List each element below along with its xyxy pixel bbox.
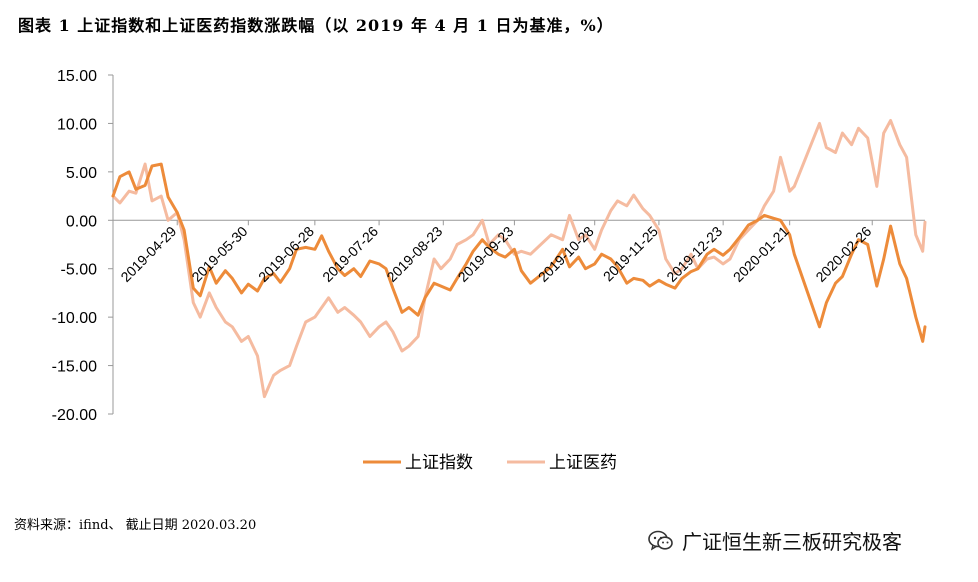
series-line-shanghai-composite bbox=[111, 162, 927, 343]
y-tick-label: 10.00 bbox=[57, 116, 97, 133]
y-tick-label: 15.00 bbox=[57, 68, 97, 85]
legend-label: 上证医药 bbox=[549, 453, 617, 473]
y-tick-label: -20.00 bbox=[52, 407, 97, 424]
series-lines bbox=[111, 119, 927, 399]
chart-title: 图表 1 上证指数和上证医药指数涨跌幅（以 2019 年 4 月 1 日为基准，… bbox=[18, 16, 614, 35]
source-note: 资料来源：ifind、 截止日期 2020.03.20 bbox=[14, 518, 257, 533]
wechat-icon bbox=[648, 529, 674, 553]
y-tick-label: 5.00 bbox=[66, 165, 97, 182]
y-tick-label: 0.00 bbox=[66, 213, 97, 230]
y-tick-label: -10.00 bbox=[52, 310, 97, 327]
axes: 15.00 10.00 5.00 0.00 -5.00 -10.00 -15.00 -20.0… bbox=[52, 68, 925, 424]
x-tick-label: 2019-05-30 bbox=[188, 223, 250, 285]
x-tick-label: 2019-04-29 bbox=[117, 223, 179, 285]
legend-label: 上证指数 bbox=[405, 453, 473, 473]
x-tick-label: 2019-11-25 bbox=[600, 223, 661, 284]
watermark: 广证恒生新三板研究极客 bbox=[648, 526, 902, 555]
x-tick-label: 2019-12-23 bbox=[663, 223, 725, 285]
x-tick-label: 2019-08-23 bbox=[383, 223, 445, 285]
watermark-text: 广证恒生新三板研究极客 bbox=[682, 530, 902, 554]
y-tick-label: -5.00 bbox=[61, 262, 98, 279]
y-tick-label: -15.00 bbox=[52, 359, 97, 376]
legend: 上证指数 上证医药 bbox=[363, 453, 617, 473]
series-line-shanghai-pharma bbox=[111, 119, 927, 399]
x-tick-label: 2020-01-21 bbox=[730, 223, 792, 285]
